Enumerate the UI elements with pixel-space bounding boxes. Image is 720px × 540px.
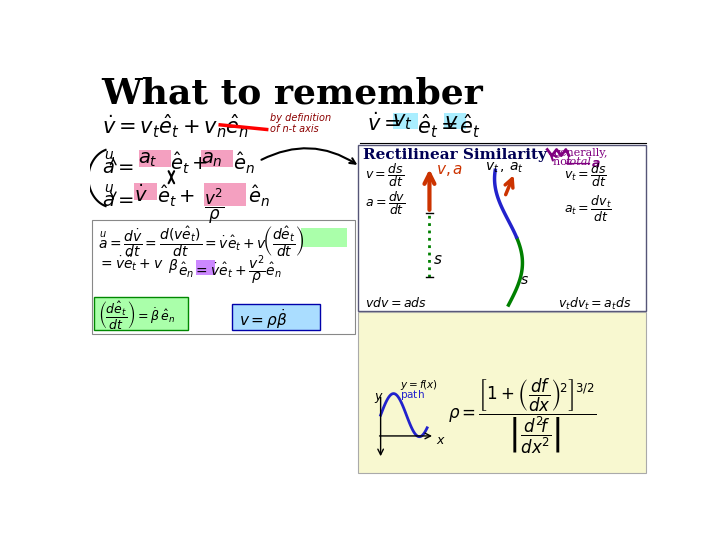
FancyBboxPatch shape [358, 312, 647, 473]
Text: $\mathrm{path}$: $\mathrm{path}$ [400, 388, 425, 402]
FancyBboxPatch shape [201, 150, 233, 167]
Text: $\hat{e}_t = $: $\hat{e}_t = $ [417, 112, 458, 140]
FancyBboxPatch shape [204, 183, 246, 206]
Text: $\overset{u}{a} = $: $\overset{u}{a} = $ [102, 151, 134, 178]
Text: $= \dot{v}\hat{e}_t + v$: $= \dot{v}\hat{e}_t + v$ [98, 253, 163, 273]
FancyBboxPatch shape [232, 304, 320, 330]
Text: $a_t = \dfrac{dv_t}{dt}$: $a_t = \dfrac{dv_t}{dt}$ [564, 194, 612, 224]
Text: $v_t$: $v_t$ [392, 112, 413, 132]
Text: $\hat{e}_t +$: $\hat{e}_t +$ [157, 184, 195, 210]
Text: $s$: $s$ [520, 273, 529, 287]
Text: total: total [566, 157, 592, 167]
Text: $\dfrac{v^2}{\rho}$: $\dfrac{v^2}{\rho}$ [204, 186, 225, 226]
Text: not: not [554, 157, 575, 167]
Text: $\hat{e}_t +$: $\hat{e}_t +$ [170, 151, 208, 176]
FancyBboxPatch shape [393, 113, 418, 129]
Text: $a_n$: $a_n$ [201, 151, 222, 170]
Text: $v = \dfrac{ds}{dt}$: $v = \dfrac{ds}{dt}$ [365, 161, 405, 189]
Text: $\dot{v} = v_t\hat{e}_t + v_n\hat{e}_n$: $\dot{v} = v_t\hat{e}_t + v_n\hat{e}_n$ [102, 112, 249, 140]
Text: $a = \dfrac{dv}{dt}$: $a = \dfrac{dv}{dt}$ [365, 190, 405, 218]
Text: $\rho = \dfrac{\left[1+\left(\dfrac{df}{dx}\right)^{\!2}\right]^{3/2}}{\left|\df: $\rho = \dfrac{\left[1+\left(\dfrac{df}{… [448, 377, 596, 456]
Text: $v,a$: $v,a$ [436, 164, 463, 178]
Text: $y$: $y$ [374, 392, 384, 406]
FancyBboxPatch shape [358, 145, 647, 311]
Text: $\dot{\beta}$: $\dot{\beta}$ [168, 253, 178, 276]
Text: $y = f(x)$: $y = f(x)$ [400, 378, 438, 392]
Text: $v = \rho\dot{\beta}$: $v = \rho\dot{\beta}$ [239, 307, 287, 331]
Text: $\hat{e}_n$: $\hat{e}_n$ [233, 151, 254, 176]
FancyBboxPatch shape [444, 113, 466, 129]
Text: $x$: $x$ [436, 434, 446, 448]
Text: $\hat{e}_n = \dot{v}\hat{e}_t + \dfrac{v^2}{\rho}\hat{e}_n$: $\hat{e}_n = \dot{v}\hat{e}_t + \dfrac{v… [179, 253, 282, 287]
Text: $\dot{v} = $: $\dot{v} = $ [367, 112, 401, 136]
Text: $\dot{v}$: $\dot{v}$ [134, 184, 148, 206]
FancyBboxPatch shape [301, 228, 347, 247]
Text: generally,: generally, [554, 148, 608, 158]
Text: $v$: $v$ [444, 112, 459, 132]
Text: $\boldsymbol{a}$: $\boldsymbol{a}$ [590, 157, 600, 170]
Text: $\hat{e}_n$: $\hat{e}_n$ [248, 184, 270, 210]
Text: $v_t = \dfrac{ds}{dt}$: $v_t = \dfrac{ds}{dt}$ [564, 161, 607, 189]
FancyBboxPatch shape [134, 184, 158, 200]
Text: $\hat{e}_t$: $\hat{e}_t$ [459, 112, 480, 140]
FancyBboxPatch shape [196, 260, 215, 275]
Text: $\left(\dfrac{d\hat{e}_t}{dt}\right) = \dot{\beta}\,\hat{e}_n$: $\left(\dfrac{d\hat{e}_t}{dt}\right) = \… [98, 300, 175, 333]
Text: $\overset{u}{a} = $: $\overset{u}{a} = $ [102, 184, 134, 211]
FancyBboxPatch shape [92, 220, 355, 334]
Text: $s$: $s$ [433, 253, 443, 267]
Text: $vdv = ads$: $vdv = ads$ [365, 296, 427, 310]
Text: Rectilinear Similarity: Rectilinear Similarity [363, 148, 546, 162]
Text: What to remember: What to remember [102, 76, 483, 110]
Text: $\overset{u}{a} = \dfrac{d\dot{v}}{dt} = \dfrac{d(v\hat{e}_t)}{dt} = \dot{v}\hat: $\overset{u}{a} = \dfrac{d\dot{v}}{dt} =… [98, 224, 305, 259]
FancyBboxPatch shape [94, 296, 189, 330]
Text: $v_t\,,\,a_t$: $v_t\,,\,a_t$ [485, 161, 524, 176]
Text: $v_t dv_t = a_t ds$: $v_t dv_t = a_t ds$ [558, 296, 631, 312]
Text: $a_t$: $a_t$ [138, 151, 158, 170]
Text: by definition
of n-t axis: by definition of n-t axis [270, 112, 331, 134]
FancyBboxPatch shape [139, 150, 171, 167]
